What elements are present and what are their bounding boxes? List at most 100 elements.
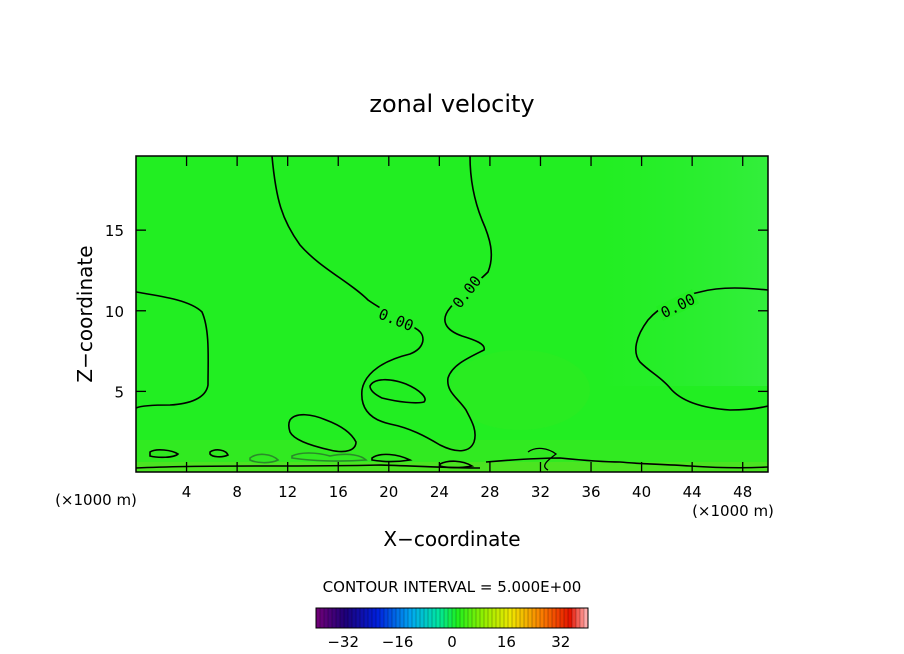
colorbar-swatch bbox=[500, 608, 505, 628]
colorbar-tick-label: −16 bbox=[382, 633, 414, 651]
colorbar-swatch bbox=[372, 608, 377, 628]
colorbar-swatch bbox=[584, 608, 589, 628]
colorbar-swatch bbox=[488, 608, 493, 628]
colorbar-swatch bbox=[408, 608, 413, 628]
colorbar-swatch bbox=[336, 608, 341, 628]
colorbar-swatch bbox=[412, 608, 417, 628]
contour-blob-1 bbox=[149, 449, 180, 459]
contour-blob-6 bbox=[439, 460, 475, 469]
colorbar-swatch bbox=[428, 608, 433, 628]
contour-blob-3 bbox=[249, 453, 280, 464]
colorbar-swatch bbox=[464, 608, 469, 628]
colorbar-swatch bbox=[396, 608, 401, 628]
contour-interval-label: CONTOUR INTERVAL = 5.000E+00 bbox=[323, 578, 582, 596]
colorbar-swatch bbox=[572, 608, 577, 628]
chart-title: zonal velocity bbox=[369, 90, 534, 118]
colorbar-swatch bbox=[480, 608, 485, 628]
x-tick-label: 20 bbox=[379, 483, 398, 501]
field-shade-right bbox=[600, 156, 768, 386]
colorbar-swatch bbox=[344, 608, 349, 628]
colorbar-swatch bbox=[484, 608, 489, 628]
colorbar-swatch bbox=[440, 608, 445, 628]
colorbar-swatch bbox=[552, 608, 557, 628]
y-axis-ticks: 5 10 15 bbox=[105, 222, 768, 401]
colorbar-swatch bbox=[436, 608, 441, 628]
colorbar-swatch bbox=[532, 608, 537, 628]
colorbar-swatch bbox=[332, 608, 337, 628]
colorbar-swatch bbox=[320, 608, 325, 628]
colorbar-swatch bbox=[524, 608, 529, 628]
colorbar-swatch bbox=[580, 608, 585, 628]
colorbar-swatch bbox=[516, 608, 521, 628]
colorbar-tick-label: 0 bbox=[447, 633, 457, 651]
colorbar-swatch bbox=[452, 608, 457, 628]
colorbar-swatch bbox=[424, 608, 429, 628]
y-axis-label: Z−coordinate bbox=[73, 245, 97, 382]
colorbar-swatch bbox=[528, 608, 533, 628]
x-tick-label: 36 bbox=[581, 483, 600, 501]
plot-area: 0.00 0.00 0.00 bbox=[136, 156, 768, 472]
contour-blob-5 bbox=[371, 453, 413, 463]
colorbar-swatch bbox=[512, 608, 517, 628]
colorbar bbox=[315, 607, 589, 629]
contour-bottom-band bbox=[485, 457, 768, 469]
x-tick-label: 4 bbox=[182, 483, 192, 501]
colorbar-tick-label: 32 bbox=[551, 633, 570, 651]
x-tick-label: 12 bbox=[278, 483, 297, 501]
colorbar-frame bbox=[315, 607, 589, 629]
colorbar-swatch bbox=[380, 608, 385, 628]
colorbar-swatch bbox=[340, 608, 345, 628]
y-tick-label: 10 bbox=[105, 303, 124, 321]
colorbar-swatch bbox=[476, 608, 481, 628]
colorbar-swatch bbox=[356, 608, 361, 628]
x-tick-label: 24 bbox=[430, 483, 449, 501]
colorbar-swatch bbox=[348, 608, 353, 628]
colorbar-swatch bbox=[504, 608, 509, 628]
contour-loop-small bbox=[369, 378, 426, 404]
colorbar-swatch bbox=[556, 608, 561, 628]
colorbar-swatch bbox=[376, 608, 381, 628]
colorbar-swatch bbox=[536, 608, 541, 628]
colorbar-swatch bbox=[568, 608, 573, 628]
colorbar-swatch bbox=[316, 608, 321, 628]
contour-left-region bbox=[136, 291, 210, 409]
x-tick-label: 48 bbox=[733, 483, 752, 501]
x-tick-label: 40 bbox=[632, 483, 651, 501]
colorbar-swatch bbox=[404, 608, 409, 628]
y-tick-label: 15 bbox=[105, 222, 124, 240]
colorbar-swatch bbox=[544, 608, 549, 628]
x-axis-ticks: 4 8 12 16 20 24 28 32 36 40 44 48 bbox=[182, 156, 752, 501]
colorbar-swatch bbox=[444, 608, 449, 628]
x-tick-label: 28 bbox=[480, 483, 499, 501]
x-tick-label: 44 bbox=[683, 483, 702, 501]
colorbar-swatch bbox=[400, 608, 405, 628]
contour-bottom-left bbox=[136, 464, 481, 469]
colorbar-swatch bbox=[364, 608, 369, 628]
x-unit-label-left: (×1000 m) bbox=[55, 491, 137, 509]
x-tick-label: 8 bbox=[232, 483, 242, 501]
field-shade-center bbox=[450, 350, 590, 430]
colorbar-swatch bbox=[416, 608, 421, 628]
colorbar-swatch bbox=[540, 608, 545, 628]
colorbar-swatch bbox=[420, 608, 425, 628]
colorbar-swatch bbox=[456, 608, 461, 628]
colorbar-swatch bbox=[520, 608, 525, 628]
colorbar-swatch bbox=[468, 608, 473, 628]
colorbar-swatch bbox=[432, 608, 437, 628]
colorbar-swatch bbox=[560, 608, 565, 628]
colorbar-swatch bbox=[360, 608, 365, 628]
contour-right-region bbox=[635, 287, 768, 411]
colorbar-tick-labels: −32 −16 0 16 32 bbox=[327, 633, 570, 651]
colorbar-swatch bbox=[352, 608, 357, 628]
colorbar-swatch bbox=[392, 608, 397, 628]
colorbar-swatch bbox=[472, 608, 477, 628]
colorbar-tick-label: −32 bbox=[327, 633, 359, 651]
colorbar-swatch bbox=[496, 608, 501, 628]
colorbar-swatch bbox=[564, 608, 569, 628]
colorbar-swatch bbox=[460, 608, 465, 628]
colorbar-swatch bbox=[548, 608, 553, 628]
colorbar-swatch bbox=[368, 608, 373, 628]
contour-loop-low bbox=[288, 413, 357, 453]
colorbar-swatch bbox=[384, 608, 389, 628]
